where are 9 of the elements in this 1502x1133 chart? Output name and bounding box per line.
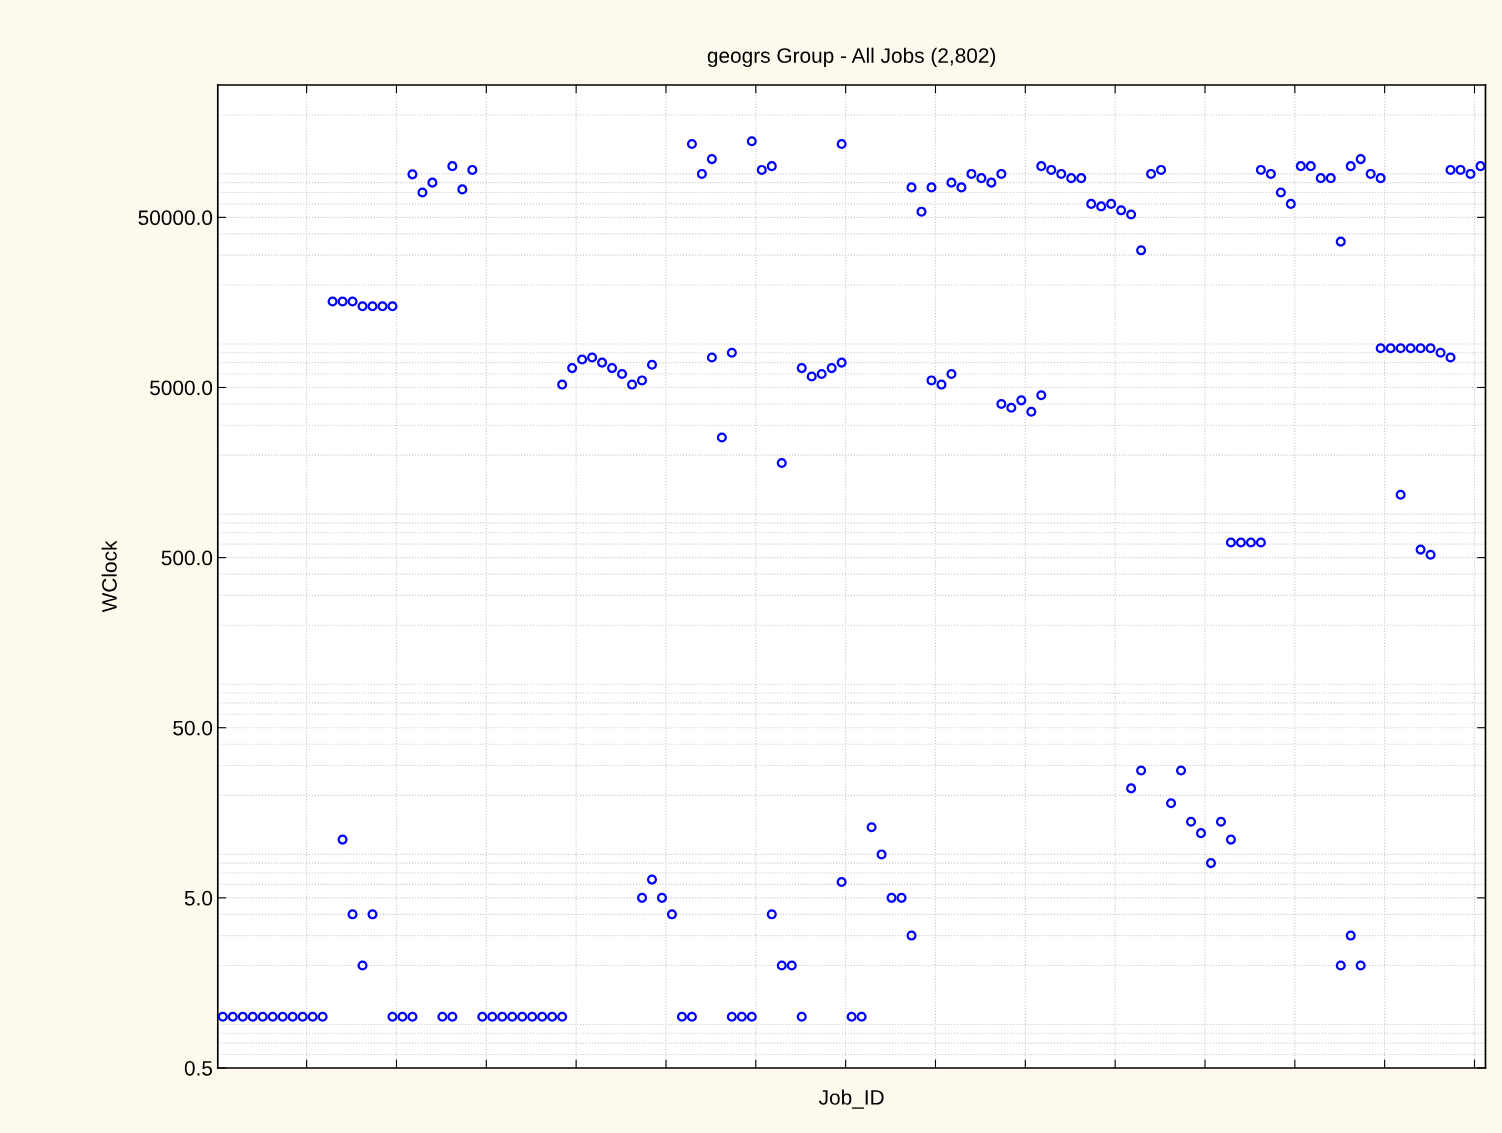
x-axis-title: Job_ID	[818, 1089, 884, 1109]
chart-title: geogrs Group - All Jobs (2,802)	[707, 47, 996, 68]
y-axis-title: WClock	[101, 540, 117, 613]
y-tick-label: 0.5	[184, 1060, 213, 1076]
y-tick-label: 5000.0	[150, 380, 213, 396]
y-tick-label: 5.0	[184, 890, 213, 906]
y-tick-label: 500.0	[161, 550, 213, 566]
y-tick-label: 50.0	[173, 720, 213, 736]
y-tick-label: 50000.0	[138, 210, 213, 226]
